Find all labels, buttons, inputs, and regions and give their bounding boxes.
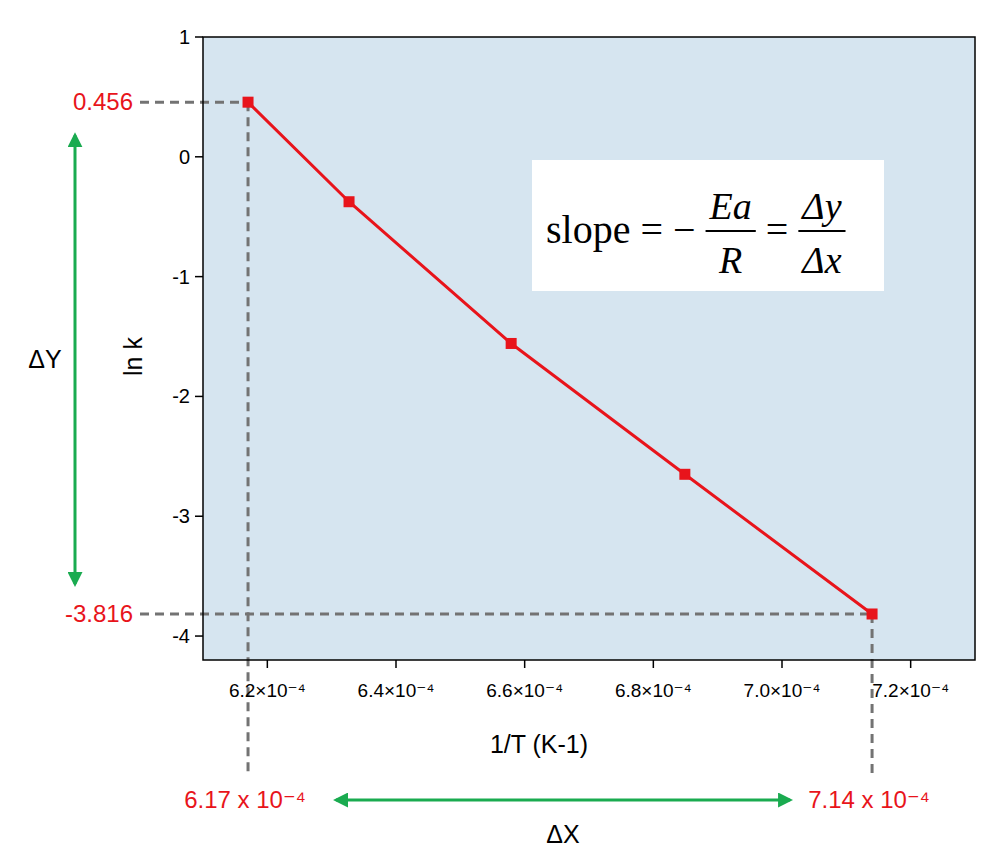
delta-label: ΔY (28, 345, 62, 373)
y-tick (195, 156, 203, 158)
delta-arrow (74, 135, 77, 584)
data-point (506, 338, 517, 349)
x-tick-label: 6.6×10⁻⁴ (486, 680, 563, 701)
y-tick (195, 635, 203, 637)
delta-label: ΔX (546, 820, 580, 848)
x-tick-label: 6.2×10⁻⁴ (229, 680, 306, 701)
y-tick-label: -3 (172, 505, 190, 527)
plot-background (203, 37, 975, 660)
y-tick (195, 396, 203, 398)
x-tick-label: 7.0×10⁻⁴ (744, 680, 821, 701)
y-tick-label: -2 (172, 385, 190, 407)
x-tick (395, 660, 397, 668)
y-tick-label: 0 (179, 146, 190, 168)
x-tick (524, 660, 526, 668)
formula-denominator: Δx (800, 239, 841, 281)
annotation-value: 0.456 (73, 88, 133, 115)
data-point (867, 608, 878, 619)
formula-text: slope = − (546, 207, 696, 252)
x-axis-label: 1/T (K-1) (490, 730, 588, 758)
guide-line (140, 101, 248, 104)
x-tick (781, 660, 783, 668)
y-tick (195, 515, 203, 517)
formula-numerator: Δy (800, 185, 841, 227)
x-tick-label: 7.2×10⁻⁴ (872, 680, 949, 701)
annotation-value: 6.17 x 10⁻⁴ (184, 786, 306, 813)
delta-arrow (336, 799, 790, 802)
y-tick (195, 276, 203, 278)
fraction-bar (798, 230, 845, 232)
x-tick (267, 660, 269, 668)
guide-line (247, 102, 250, 776)
annotation-value: -3.816 (65, 600, 133, 627)
formula-denominator: R (718, 239, 742, 281)
x-tick-label: 6.4×10⁻⁴ (358, 680, 435, 701)
data-point (243, 97, 254, 108)
formula-text: = (766, 207, 789, 252)
guide-line (140, 612, 872, 615)
y-tick (195, 36, 203, 38)
y-tick-label: 1 (179, 26, 190, 48)
x-tick (653, 660, 655, 668)
y-axis-label: ln k (119, 337, 147, 376)
plot-frame (203, 37, 975, 660)
formula: slope = − Ea R = Δy Δx (532, 160, 884, 291)
x-tick (910, 660, 912, 668)
data-point (679, 469, 690, 480)
y-tick-label: -4 (172, 625, 190, 647)
formula-numerator: Ea (709, 185, 752, 227)
data-point (344, 196, 355, 207)
chart: 1 0 -1 -2 -3 -4 6.2×10⁻⁴ 6.4×10⁻⁴ 6.6×10⁻⁴ 6.8×10… (0, 0, 997, 856)
y-tick-label: -1 (172, 266, 190, 288)
formula-box (532, 160, 884, 291)
fraction-bar (706, 230, 756, 232)
annotation-value: 7.14 x 10⁻⁴ (808, 786, 930, 813)
x-tick-label: 6.8×10⁻⁴ (615, 680, 692, 701)
